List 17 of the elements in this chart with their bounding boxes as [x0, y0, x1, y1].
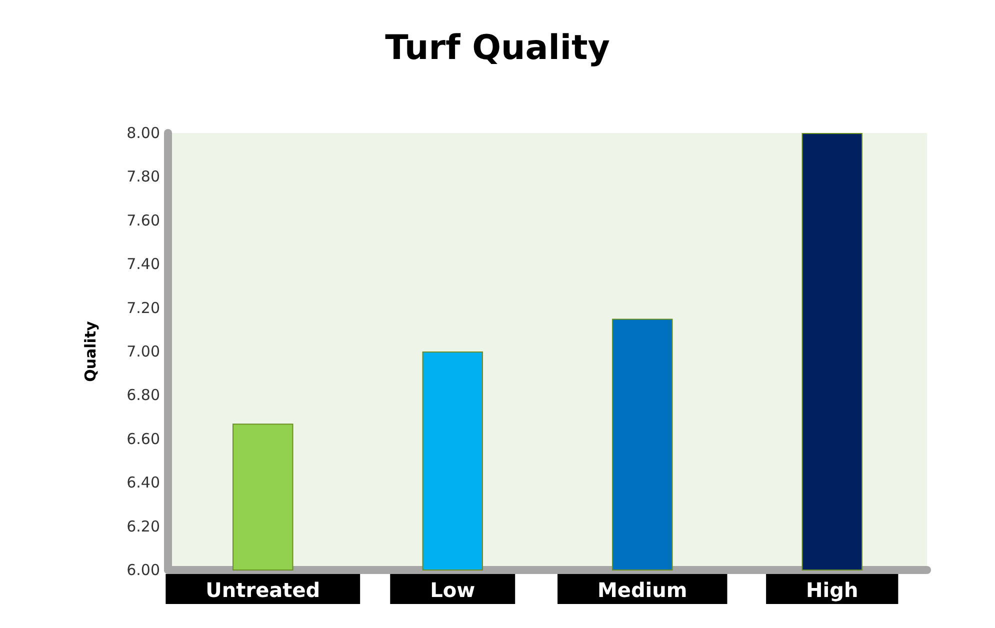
chart-title: Turf Quality	[385, 28, 610, 68]
y-tick-label: 6.80	[126, 386, 160, 404]
y-tick-label: 7.40	[126, 255, 160, 274]
x-tick-label: High	[806, 578, 858, 602]
y-tick-label: 7.60	[126, 211, 160, 230]
y-tick-label: 6.20	[126, 517, 160, 536]
y-tick-label: 8.00	[126, 124, 160, 142]
y-tick-label: 7.00	[126, 342, 160, 360]
y-tick-label: 7.20	[126, 298, 160, 317]
x-tick-label: Medium	[598, 578, 688, 602]
y-tick-label: 7.80	[126, 168, 160, 186]
y-tick-label: 6.40	[126, 474, 160, 492]
x-tick-label: Untreated	[206, 578, 320, 602]
y-axis-title: Quality	[82, 320, 100, 382]
x-tick-label: Low	[430, 578, 476, 602]
y-tick-label: 6.00	[126, 561, 160, 579]
y-tick-label: 6.60	[126, 430, 160, 448]
